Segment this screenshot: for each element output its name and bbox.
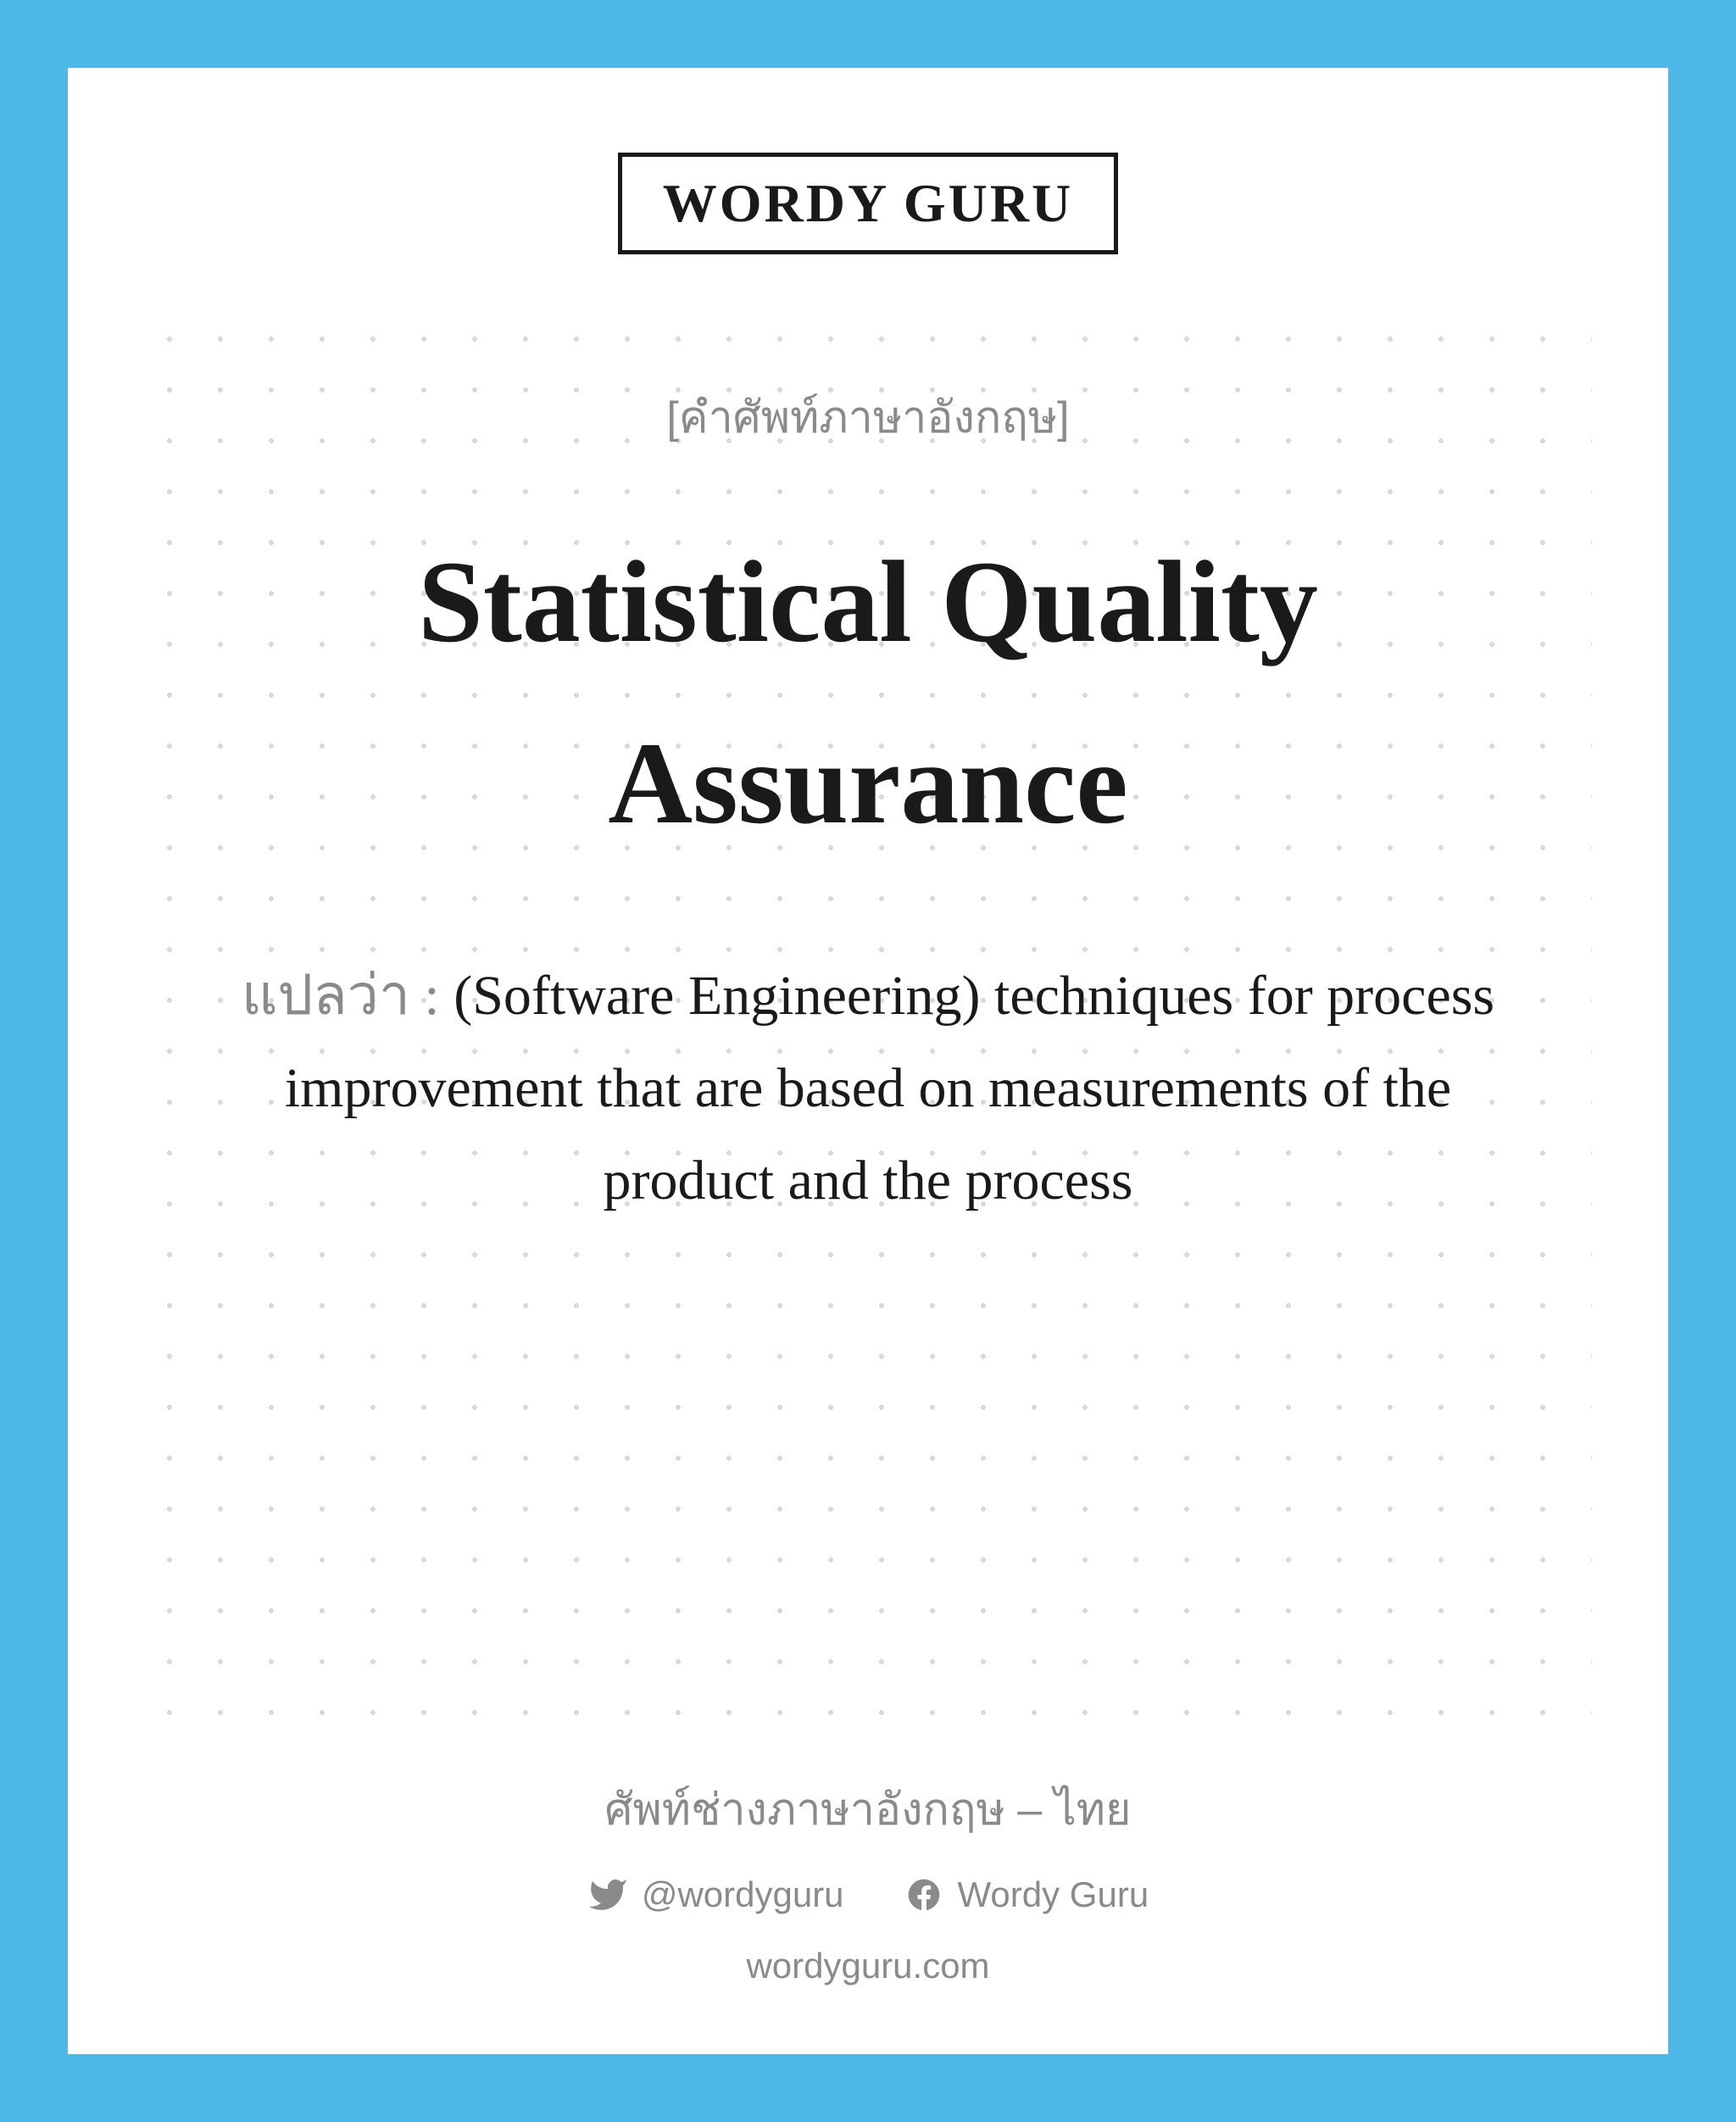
definition-block: แปลว่า : (Software Engineering) techniqu… bbox=[144, 950, 1592, 1228]
website-url: wordyguru.com bbox=[746, 1946, 989, 1986]
category-label: [คำศัพท์ภาษาอังกฤษ] bbox=[666, 382, 1069, 452]
social-twitter: @wordyguru bbox=[587, 1874, 844, 1915]
logo-text: WORDY GURU bbox=[663, 172, 1074, 235]
term-headline: Statistical Quality Assurance bbox=[144, 511, 1592, 874]
facebook-handle: Wordy Guru bbox=[958, 1874, 1149, 1915]
footer: ศัพท์ช่างภาษาอังกฤษ – ไทย @wordyguru Wor… bbox=[68, 1774, 1668, 1986]
footer-title: ศัพท์ช่างภาษาอังกฤษ – ไทย bbox=[605, 1774, 1132, 1844]
twitter-handle: @wordyguru bbox=[642, 1874, 844, 1915]
logo-box: WORDY GURU bbox=[618, 153, 1119, 254]
facebook-icon bbox=[904, 1874, 944, 1915]
social-facebook: Wordy Guru bbox=[904, 1874, 1149, 1915]
card-container: WORDY GURU [คำศัพท์ภาษาอังกฤษ] Statistic… bbox=[68, 68, 1668, 2054]
definition-text: (Software Engineering) techniques for pr… bbox=[285, 965, 1494, 1211]
twitter-icon bbox=[587, 1874, 628, 1915]
definition-label: แปลว่า : bbox=[242, 965, 453, 1027]
social-row: @wordyguru Wordy Guru bbox=[587, 1874, 1149, 1915]
